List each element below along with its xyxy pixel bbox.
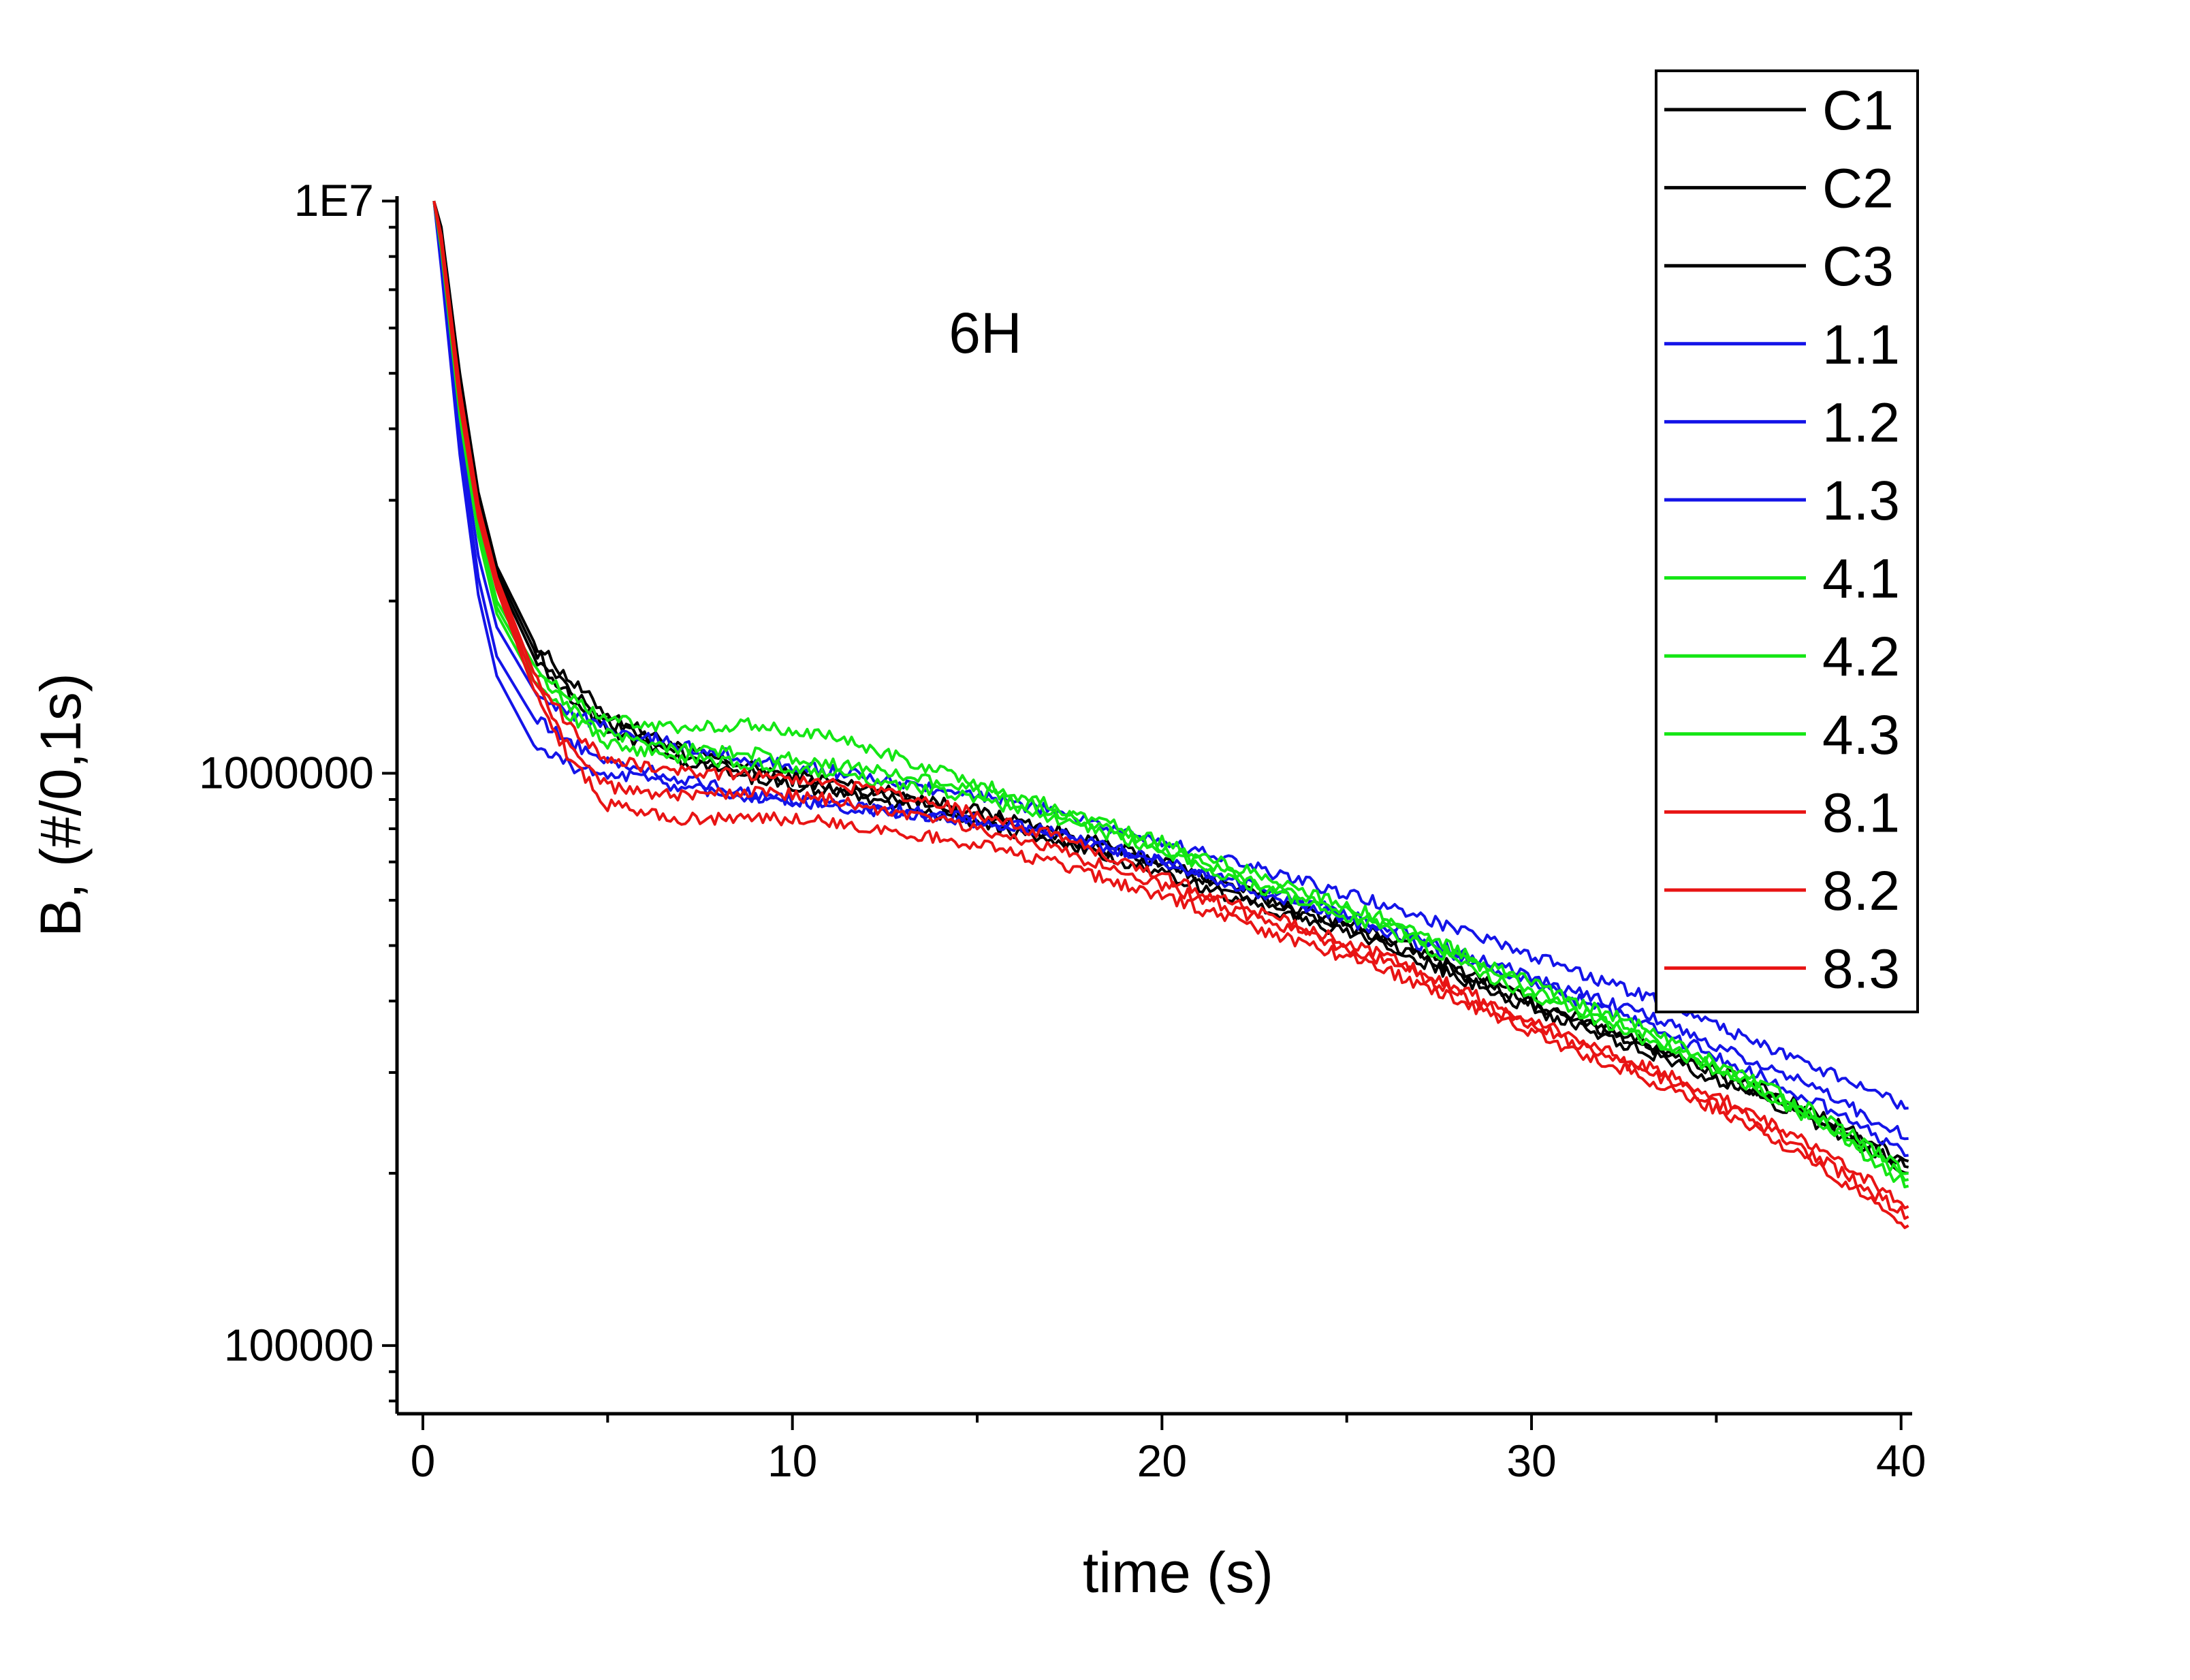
y-axis-label: B, (#/0,1s) <box>29 673 93 936</box>
y-tick-label: 100000 <box>224 1320 374 1370</box>
x-ticks: 0 10 20 30 40 <box>411 1414 1926 1486</box>
x-tick-label: 10 <box>767 1436 817 1486</box>
legend-label: 1.3 <box>1822 470 1900 532</box>
legend-label: 1.1 <box>1822 314 1900 376</box>
x-axis-label: time (s) <box>1083 1540 1273 1604</box>
x-tick-label: 20 <box>1137 1436 1187 1486</box>
series-line <box>432 200 1909 1141</box>
y-ticks: 100000 1000000 1E7 <box>199 175 397 1403</box>
axes: 0 10 20 30 40 100000 1000000 1E7 <box>199 175 1926 1486</box>
x-tick-label: 0 <box>411 1436 436 1486</box>
series-line <box>432 200 1909 1175</box>
chart-annotation: 6H <box>949 301 1021 365</box>
legend-items: C1 C2 C3 1.1 1.2 1.3 4.1 4.2 4.3 8.1 8.2 8.3 <box>1664 80 1900 1000</box>
series-line <box>432 200 1909 1229</box>
legend-label: 8.1 <box>1822 782 1900 844</box>
series-line <box>432 200 1909 1158</box>
series-line <box>432 200 1909 1220</box>
legend-label: C1 <box>1822 80 1894 142</box>
plot-series <box>432 200 1909 1229</box>
legend-label: 8.3 <box>1822 938 1900 1000</box>
legend-label: 4.1 <box>1822 548 1900 610</box>
x-tick-label: 30 <box>1506 1436 1556 1486</box>
legend-label: 4.2 <box>1822 626 1900 688</box>
y-tick-label: 1E7 <box>294 175 374 225</box>
y-tick-label: 1000000 <box>199 748 374 798</box>
series-line <box>432 200 1909 1188</box>
legend-label: 4.3 <box>1822 704 1900 766</box>
legend-label: 1.2 <box>1822 392 1900 454</box>
legend-label: C3 <box>1822 236 1894 298</box>
legend-label: 8.2 <box>1822 860 1900 922</box>
series-line <box>432 200 1909 1209</box>
legend-box <box>1655 69 1919 1013</box>
legend-label: C2 <box>1822 158 1894 220</box>
x-tick-label: 40 <box>1876 1436 1926 1486</box>
legend: C1 C2 C3 1.1 1.2 1.3 4.1 4.2 4.3 8.1 8.2 8.3 <box>1655 69 1919 1013</box>
